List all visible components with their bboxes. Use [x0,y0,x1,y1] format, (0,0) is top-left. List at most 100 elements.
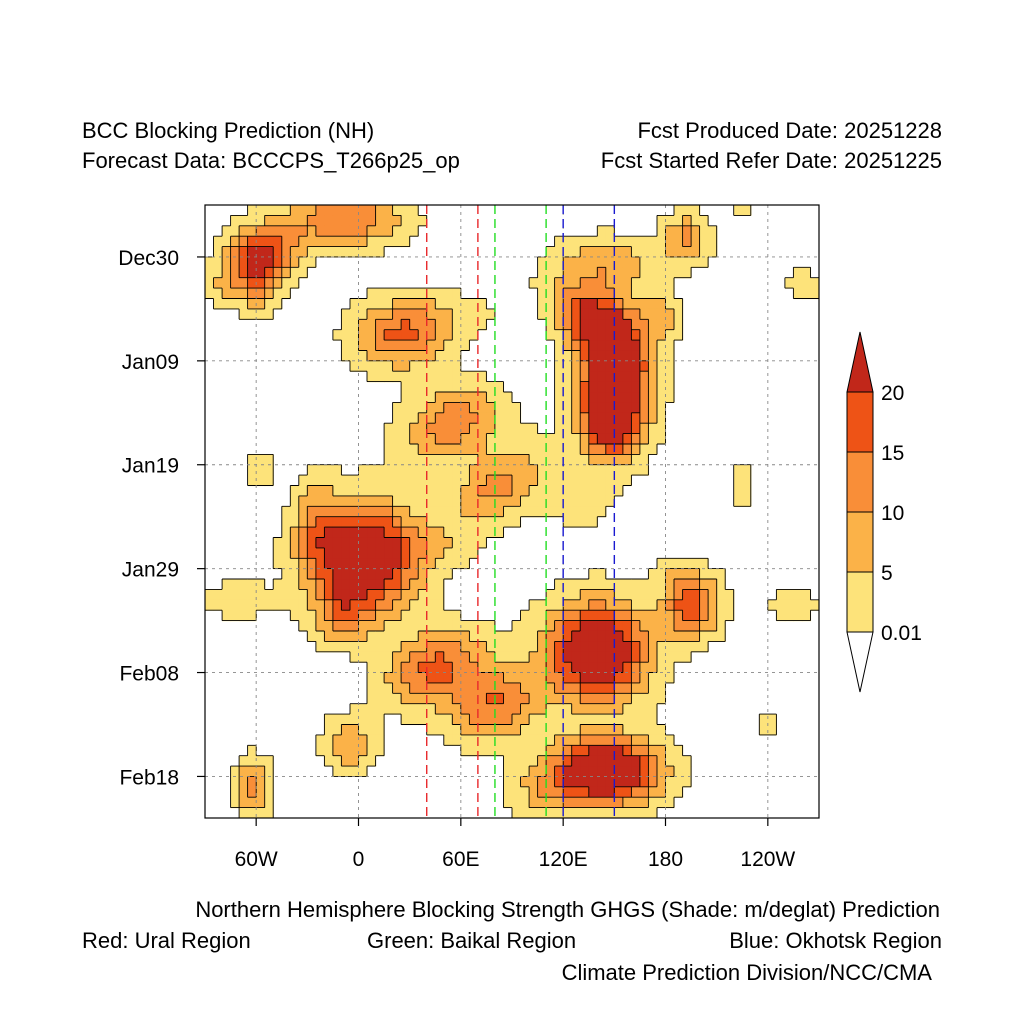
heat-cell [648,246,658,258]
heat-cell [554,724,564,736]
heat-cell [631,464,641,476]
heat-cell [580,630,590,642]
heat-cell [384,547,394,559]
heat-cell [529,599,539,611]
heat-cell [529,672,539,684]
heat-cell [315,547,325,559]
heat-cell [469,371,479,383]
heat-cell [384,682,394,694]
heat-cell [537,506,547,518]
heat-cell [392,319,402,331]
heat-cell [349,215,360,227]
heat-cell [571,745,581,757]
heat-cell [571,236,581,248]
heat-cell [367,734,377,746]
heat-cell [520,797,530,809]
heat-cell [648,610,658,622]
heat-cell [435,319,445,331]
heat-cell [358,589,368,601]
heat-cell [469,537,479,549]
heat-cell [622,277,632,289]
heat-cell [648,599,658,611]
y-tick-label: Dec30 [118,247,179,270]
heat-cell [426,433,436,445]
heat-cell [443,443,453,455]
heat-cell [375,288,385,300]
heat-cell [341,319,351,331]
heat-cell [537,277,547,289]
heat-cell [597,256,607,268]
heat-cell [443,402,453,414]
heat-cell [639,340,650,352]
heat-cell [588,620,598,632]
heat-cell [409,215,419,227]
heat-cell [588,745,598,757]
heat-cell [537,298,547,310]
heat-cell [315,579,325,591]
heat-cell [648,807,658,818]
footer-description: Northern Hemisphere Blocking Strength GH… [195,897,940,922]
heat-cell [213,246,223,258]
heat-cell [529,714,539,726]
heat-cell [401,558,411,570]
heat-cell [392,475,402,487]
heat-cell [384,340,394,352]
heat-cell [358,506,368,518]
heat-cell [443,288,453,300]
heat-cell [384,360,394,372]
heat-cell [477,402,488,414]
heat-cell [358,734,368,746]
heat-cell [597,454,607,466]
heat-cell [426,610,436,622]
heat-cell [631,402,641,414]
heat-cell [452,485,462,497]
heat-cell [520,755,530,767]
heat-cell [597,225,607,237]
heat-cell [264,464,274,476]
heat-cell [665,360,675,372]
heat-cell [358,516,368,528]
heat-cell [418,641,428,653]
heat-cell [469,412,479,424]
heat-cell [588,589,598,601]
heat-cell [324,745,334,757]
heat-cell [239,776,249,788]
heat-cell [298,267,308,279]
heat-cell [716,589,726,601]
heat-cell [358,651,368,663]
heat-cell [529,641,539,653]
heat-cell [503,485,513,497]
heat-cell [614,662,624,674]
heat-cell [648,734,658,746]
heat-cell [409,288,419,300]
heat-cell [588,714,598,726]
heat-cell [332,714,343,726]
heat-cell [349,350,360,362]
heat-cell [409,350,419,362]
heat-cell [503,755,513,767]
heat-cell [426,329,436,341]
heat-cell [367,288,377,300]
heat-cell [563,807,573,818]
heat-cell [614,620,624,632]
heatmap-field [205,205,819,818]
heat-cell [469,392,479,404]
heat-cell [656,579,667,591]
heat-cell [358,308,368,320]
heat-cell [563,236,573,248]
heat-cell [443,662,453,674]
heat-cell [665,734,675,746]
heat-cell [656,433,667,445]
heat-cell [341,475,351,487]
heat-cell [358,495,368,507]
heat-cell [571,776,581,788]
heat-cell [648,786,658,798]
heat-cell [503,693,513,705]
heat-cell [409,589,419,601]
heat-cell [315,568,325,580]
heat-cell [699,236,709,248]
heat-cell [503,443,513,455]
heat-cell [477,423,488,435]
heat-cell [571,579,581,591]
heat-cell [682,558,692,570]
